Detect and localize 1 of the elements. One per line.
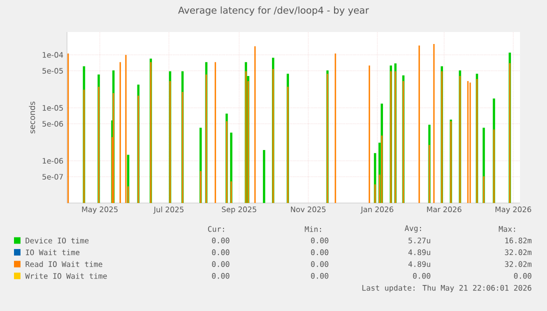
chart-title: Average latency for /dev/loop4 - by year	[178, 6, 369, 16]
